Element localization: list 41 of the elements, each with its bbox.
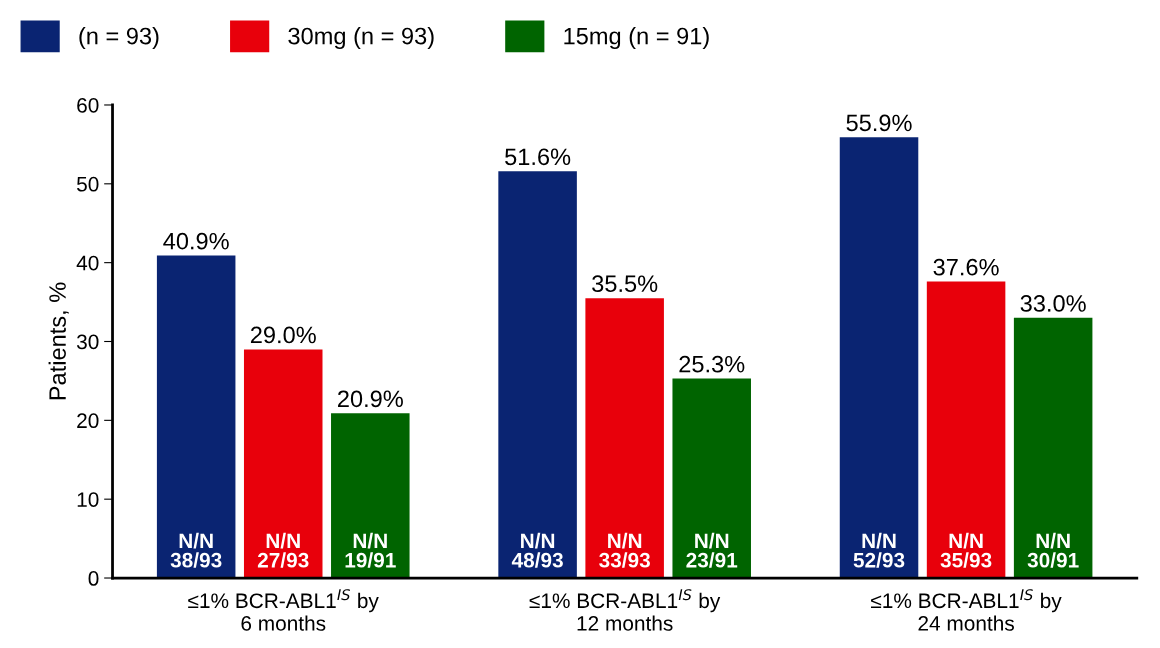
data-label: 55.9% <box>846 114 912 132</box>
legend-label: 30mg (n = 93) <box>288 27 434 50</box>
data-label: 29.0% <box>250 326 316 344</box>
bar <box>331 413 410 579</box>
annotation: N/N 27/93 <box>257 532 309 568</box>
y-tick-label: 20 <box>77 413 99 429</box>
bar <box>1013 317 1093 579</box>
data-label: 33.0% <box>1020 295 1086 312</box>
annotation: N/N 52/93 <box>853 532 905 568</box>
y-tick-label: 10 <box>77 492 99 507</box>
y-axis-title: Patients, % <box>48 282 69 400</box>
data-label: 40.9% <box>163 232 229 250</box>
bar <box>839 137 919 579</box>
y-tick-label: 30 <box>76 334 99 350</box>
data-label: 35.5% <box>592 275 658 293</box>
data-label: 20.9% <box>338 390 403 408</box>
bar <box>672 378 751 579</box>
annotation: N/N 30/91 <box>1027 532 1079 568</box>
y-tick-label: 50 <box>76 176 99 192</box>
bar <box>156 255 236 579</box>
annotation: N/N 38/93 <box>170 532 222 568</box>
category-label: ≤1% BCR-ABL1$^{IS}$ by 24 months <box>871 589 1062 631</box>
legend-label: 15mg (n = 91) <box>564 27 709 50</box>
data-label: 51.6% <box>505 148 571 166</box>
bar <box>585 298 664 579</box>
data-label: 37.6% <box>933 258 999 276</box>
category-label: ≤1% BCR-ABL1$^{IS}$ by 12 months <box>529 589 721 631</box>
annotation: N/N 23/91 <box>686 532 738 568</box>
annotation: N/N 19/91 <box>345 532 396 568</box>
data-label: 25.3% <box>679 355 745 373</box>
y-tick-label: 40 <box>76 255 99 271</box>
bar <box>243 349 323 579</box>
y-tick-label: 0 <box>88 571 99 586</box>
legend-label: (n = 93) <box>79 27 159 50</box>
category-label: ≤1% BCR-ABL1$^{IS}$ by 6 months <box>188 589 379 631</box>
annotation: N/N 33/93 <box>599 532 650 568</box>
annotation: N/N 48/93 <box>511 532 563 568</box>
y-tick-label: 60 <box>77 97 99 113</box>
bar <box>926 281 1006 579</box>
annotation: N/N 35/93 <box>940 532 992 568</box>
bar <box>498 171 577 579</box>
